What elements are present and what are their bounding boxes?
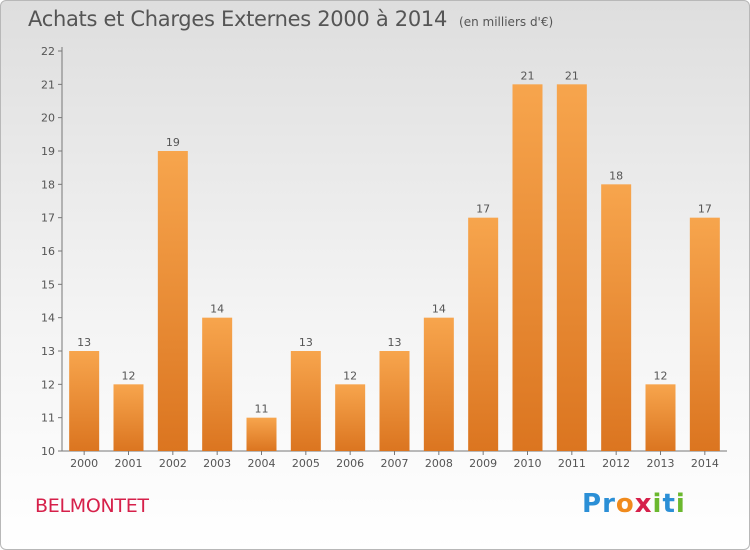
x-tick-label: 2013 (647, 457, 675, 470)
y-tick-label: 17 (41, 212, 55, 225)
chart-unit: (en milliers d'€) (459, 15, 554, 29)
bars (69, 84, 720, 452)
y-tick-label: 16 (41, 245, 55, 258)
bar (512, 84, 543, 451)
x-tick-label: 2001 (115, 457, 143, 470)
axes: 10 11 12 13 14 15 16 17 18 19 20 21 22 2000 2001 2002 20… (41, 45, 727, 470)
bar (556, 84, 587, 451)
y-tick-label: 20 (41, 112, 55, 125)
bar (601, 184, 632, 452)
logo-letter: i (675, 489, 686, 519)
x-tick-label: 2014 (691, 457, 719, 470)
bar (290, 351, 321, 451)
data-label: 18 (609, 169, 623, 182)
bar (645, 384, 676, 451)
data-label: 12 (343, 369, 357, 382)
x-tick-label: 2012 (602, 457, 630, 470)
x-tick-label: 2000 (70, 457, 98, 470)
bar (69, 351, 100, 451)
logo-letter: t (662, 489, 676, 519)
bar (246, 417, 277, 451)
data-label: 14 (210, 303, 224, 316)
bar (423, 317, 454, 451)
bar (379, 351, 410, 451)
y-tick-label: 18 (41, 178, 55, 191)
data-label: 12 (122, 369, 136, 382)
logo-letter: r (602, 489, 616, 519)
data-label: 13 (77, 336, 91, 349)
x-tick-label: 2007 (381, 457, 409, 470)
data-label: 12 (654, 369, 668, 382)
y-tick-label: 12 (41, 378, 55, 391)
bar (689, 217, 720, 451)
data-label: 17 (698, 203, 712, 216)
y-tick-label: 22 (41, 45, 55, 58)
data-label: 11 (255, 403, 269, 416)
proxiti-logo[interactable]: Proxiti (582, 489, 686, 519)
title-block: Achats et Charges Externes 2000 à 2014 (e… (28, 7, 553, 31)
bar (157, 151, 188, 451)
data-label: 14 (432, 303, 446, 316)
x-tick-label: 2006 (336, 457, 364, 470)
y-tick-label: 19 (41, 145, 55, 158)
y-tick-label: 15 (41, 278, 55, 291)
bar (468, 217, 499, 451)
y-tick-label: 11 (41, 412, 55, 425)
x-tick-label: 2010 (514, 457, 542, 470)
x-tick-label: 2003 (203, 457, 231, 470)
x-tick-label: 2008 (425, 457, 453, 470)
bar (113, 384, 144, 451)
logo-letter: i (652, 489, 663, 519)
data-label: 17 (476, 203, 490, 216)
commune-name: BELMONTET (35, 495, 149, 517)
x-tick-label: 2009 (469, 457, 497, 470)
data-label: 13 (299, 336, 313, 349)
data-label: 13 (388, 336, 402, 349)
logo-letter: P (582, 489, 603, 519)
data-label: 21 (521, 69, 535, 82)
data-label: 19 (166, 136, 180, 149)
data-labels: 13 12 19 14 11 13 12 13 14 17 21 21 18 12 17 (77, 69, 712, 415)
bar (202, 317, 233, 451)
y-tick-label: 13 (41, 345, 55, 358)
x-tick-label: 2002 (159, 457, 187, 470)
logo-letter: x (634, 489, 653, 519)
x-tick-label: 2005 (292, 457, 320, 470)
x-tick-label: 2011 (558, 457, 586, 470)
y-tick-label: 21 (41, 78, 55, 91)
data-label: 21 (565, 69, 579, 82)
y-tick-label: 14 (41, 312, 55, 325)
x-tick-label: 2004 (248, 457, 276, 470)
chart-title: Achats et Charges Externes 2000 à 2014 (28, 7, 448, 31)
y-tick-label: 10 (41, 445, 55, 458)
logo-letter: o (615, 489, 635, 519)
bar (335, 384, 366, 451)
